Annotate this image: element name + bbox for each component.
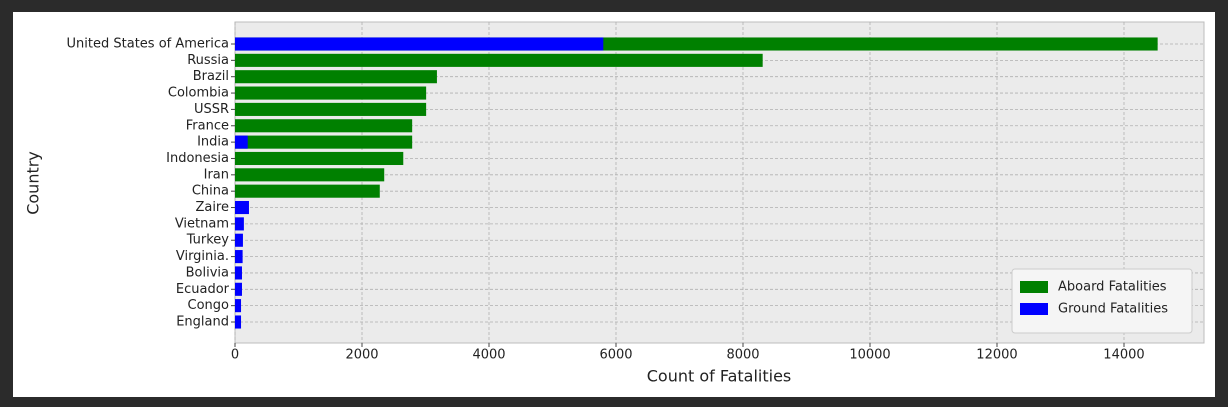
x-axis-title: Count of Fatalities xyxy=(647,367,792,386)
y-tick-label: China xyxy=(192,184,229,199)
bar xyxy=(235,168,385,182)
x-tick-label: 8000 xyxy=(726,348,759,363)
labels: 0 2000 4000 6000 8000 10000 12000 14000 United S… xyxy=(67,37,1145,363)
x-tick-label: 0 xyxy=(231,348,239,363)
x-tick-label: 4000 xyxy=(472,348,505,363)
y-tick-label: Bolivia xyxy=(186,265,229,280)
bar xyxy=(235,102,427,116)
legend-swatch xyxy=(1020,303,1048,315)
x-tick-label: 12000 xyxy=(976,348,1017,363)
bar xyxy=(235,151,404,166)
y-tick-label: Zaire xyxy=(195,200,229,215)
bar xyxy=(235,135,248,149)
bar xyxy=(235,184,380,198)
y-axis-title: Country xyxy=(24,151,43,215)
bar xyxy=(235,233,243,247)
y-tick-label: Brazil xyxy=(193,69,229,84)
y-tick-label: USSR xyxy=(194,102,229,117)
x-tick-label: 6000 xyxy=(599,348,632,363)
bar xyxy=(235,37,604,51)
legend-label: Ground Fatalities xyxy=(1058,302,1168,317)
legend-box xyxy=(1011,268,1193,334)
y-tick-label: Russia xyxy=(187,53,229,68)
bar xyxy=(235,70,437,84)
bar xyxy=(235,86,427,100)
legend: Aboard Fatalities Ground Fatalities xyxy=(1011,268,1193,334)
bar xyxy=(235,299,242,313)
x-tick-label: 14000 xyxy=(1103,348,1144,363)
bar xyxy=(235,119,413,133)
legend-label: Aboard Fatalities xyxy=(1058,280,1167,295)
marks xyxy=(235,37,1158,329)
bar xyxy=(235,282,242,296)
y-tick-label: Colombia xyxy=(168,86,229,101)
y-tick-label: France xyxy=(186,118,229,133)
y-tick-label: Virginia. xyxy=(176,249,229,264)
x-tick-label: 2000 xyxy=(345,348,378,363)
bar xyxy=(235,135,413,149)
y-tick-label: England xyxy=(176,315,229,330)
y-tick-label: Turkey xyxy=(186,233,230,248)
y-tick-label: Vietnam xyxy=(175,216,229,231)
y-tick-label: Ecuador xyxy=(176,282,230,297)
bar xyxy=(235,315,242,329)
y-tick-label: United States of America xyxy=(67,37,229,52)
bar xyxy=(235,217,244,231)
y-tick-label: Congo xyxy=(188,298,230,313)
x-tick-label: 10000 xyxy=(849,348,890,363)
bar xyxy=(235,250,243,264)
y-tick-label: Iran xyxy=(204,167,229,182)
legend-swatch xyxy=(1020,281,1048,293)
bar xyxy=(235,200,249,215)
bar xyxy=(235,53,763,67)
y-tick-label: Indonesia xyxy=(166,151,229,166)
y-tick-label: India xyxy=(197,135,229,150)
bar xyxy=(235,266,242,280)
